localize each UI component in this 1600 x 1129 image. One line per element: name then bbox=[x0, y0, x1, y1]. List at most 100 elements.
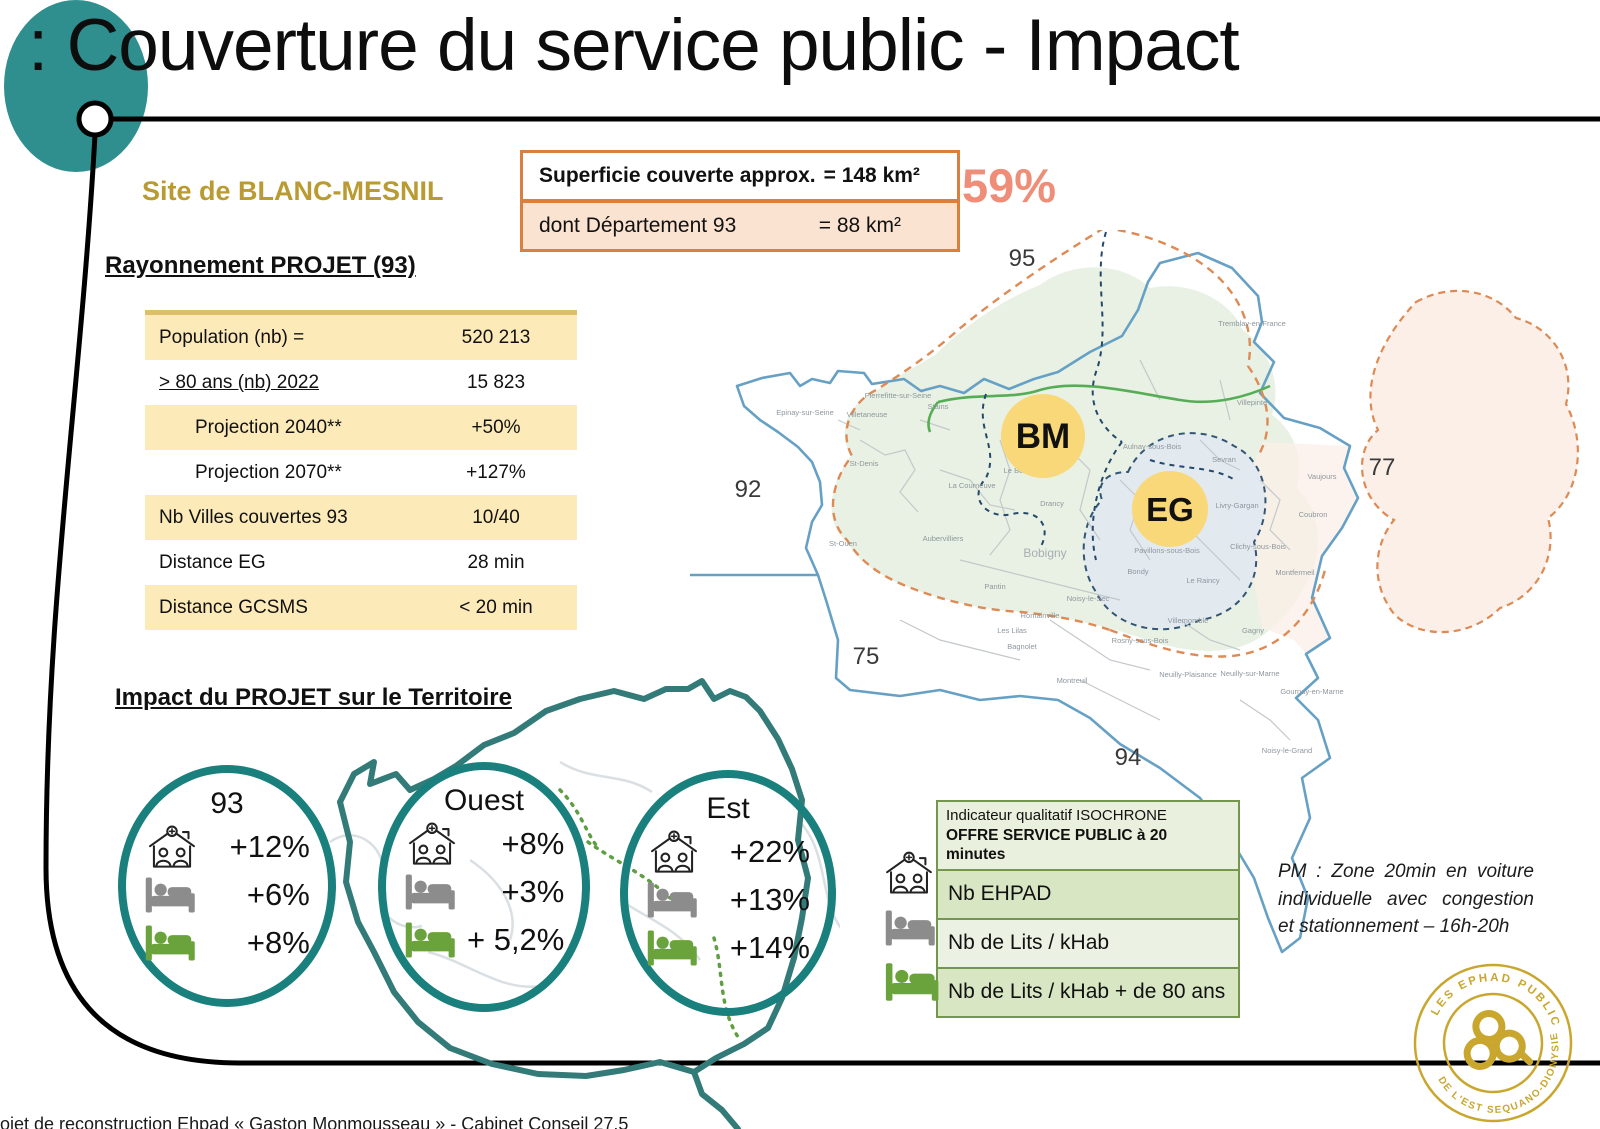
marker-bm-circle bbox=[1001, 394, 1085, 478]
dept-label-75: 75 bbox=[853, 643, 880, 670]
footer-caption: ojet de reconstruction Ehpad « Gaston Mo… bbox=[0, 1114, 629, 1129]
dept-label-95: 95 bbox=[1009, 245, 1036, 272]
teal-corner-ellipse bbox=[4, 0, 148, 172]
marker-eg-circle bbox=[1132, 471, 1208, 547]
impact-value-ehpad: +22% bbox=[729, 834, 810, 869]
row-value: < 20 min bbox=[459, 596, 533, 618]
bed-gray-icon bbox=[884, 908, 940, 948]
ehpad-icon bbox=[884, 850, 934, 896]
city-label: Aulnay-sous-Bois bbox=[1123, 442, 1182, 451]
city-label-bobigny: Bobigny bbox=[1023, 546, 1066, 560]
impact-value-lits80: +14% bbox=[729, 930, 810, 965]
city-label: Tremblay-en-France bbox=[1218, 319, 1286, 328]
dept-label-92: 92 bbox=[735, 476, 762, 503]
city-label: Drancy bbox=[1040, 499, 1064, 508]
table-row: Distance EG 28 min bbox=[145, 540, 577, 585]
bed-gray-icon bbox=[404, 870, 460, 914]
impact-row-lits: +13% bbox=[646, 876, 810, 924]
city-label: Montfermeil bbox=[1275, 568, 1315, 577]
ephad-logo-stamp: LES EPHAD PUBLICS DE L'EST SEQUANO-DIONY… bbox=[1413, 958, 1576, 1129]
city-label: Aubervilliers bbox=[923, 534, 964, 543]
impact-row-lits: +6% bbox=[144, 871, 310, 919]
bed-gray-icon bbox=[646, 878, 702, 922]
map-zone-east-pink bbox=[1242, 442, 1358, 654]
pm-note: PM : Zone 20min en voiture individuelle … bbox=[1278, 861, 1534, 938]
table-row: Projection 2040** +50% bbox=[145, 405, 577, 450]
city-label: Bondy bbox=[1127, 567, 1149, 576]
row-value: 28 min bbox=[467, 551, 525, 573]
logo-inner-ring bbox=[1442, 992, 1544, 1094]
impact-row-ehpad: +22% bbox=[646, 828, 810, 876]
bed-green-icon bbox=[884, 960, 944, 1004]
impact-circle-93: 93 +12% +6% +8% bbox=[118, 765, 336, 1007]
coverage-dept-value: = 88 km² bbox=[818, 214, 901, 237]
impact-value-lits: +13% bbox=[729, 882, 810, 917]
impact-circle-name: Est bbox=[706, 792, 750, 825]
coverage-percentage: 59% bbox=[962, 159, 1057, 212]
table-row: Population (nb) = 520 213 bbox=[145, 315, 577, 360]
bed-gray-icon bbox=[144, 873, 200, 917]
city-label: Coubron bbox=[1299, 510, 1328, 519]
city-label: Rosny-sous-Bois bbox=[1112, 636, 1169, 645]
coverage-total-value: = 148 km² bbox=[823, 164, 920, 187]
rayonnement-heading: Rayonnement PROJET (93) bbox=[105, 252, 416, 279]
city-labels: Epinay-sur-Seine Villetaneuse Pierrefitt… bbox=[776, 319, 1343, 755]
impact-row-ehpad: +8% bbox=[404, 820, 564, 868]
navy-dashed-lines bbox=[977, 231, 1236, 561]
city-label: Pavillons-sous-Bois bbox=[1134, 546, 1200, 555]
legend-header-line1: Indicateur qualitatif ISOCHRONE bbox=[946, 807, 1167, 824]
city-label: Les Lilas bbox=[997, 626, 1027, 635]
marker-bm-label: BM bbox=[1016, 417, 1070, 456]
city-label: St-Ouen bbox=[829, 539, 857, 548]
ehpad-icon bbox=[144, 825, 200, 869]
city-label: Villetaneuse bbox=[847, 410, 888, 419]
city-label: Neuilly-sur-Marne bbox=[1220, 669, 1279, 678]
bed-green-icon bbox=[404, 918, 460, 962]
legend-label: Nb de Lits / kHab + de 80 ans bbox=[948, 980, 1226, 1003]
table-row: > 80 ans (nb) 2022 15 823 bbox=[145, 360, 577, 405]
coverage-total-label: Superficie couverte approx. bbox=[539, 164, 816, 187]
city-label: Villepinte bbox=[1237, 398, 1267, 407]
legend-label: Nb EHPAD bbox=[948, 882, 1052, 905]
impact-value-lits: +6% bbox=[246, 877, 310, 912]
legend-row-ehpad: Nb EHPAD bbox=[938, 870, 1238, 920]
row-label: Projection 2070** bbox=[195, 461, 342, 483]
territory-map: Epinay-sur-Seine Villetaneuse Pierrefitt… bbox=[690, 230, 1579, 957]
city-label: Neuilly-Plaisance bbox=[1159, 670, 1217, 679]
ehpad-icon bbox=[404, 822, 460, 866]
legend-box: Indicateur qualitatif ISOCHRONE OFFRE SE… bbox=[936, 800, 1240, 1018]
impact-circle-ouest: Ouest +8% +3% + 5,2% bbox=[378, 762, 590, 1012]
frame-left-line bbox=[43, 134, 1600, 1066]
city-label: Pierrefitte-sur-Seine bbox=[865, 391, 932, 400]
impact-value-lits80: +8% bbox=[246, 925, 310, 960]
isochrone-orange-dashed bbox=[831, 230, 1328, 658]
impact-circle-name: Ouest bbox=[443, 784, 525, 817]
city-label: Clichy-sous-Bois bbox=[1230, 542, 1286, 551]
impact-row-lits80: + 5,2% bbox=[404, 916, 564, 964]
dept-label-77: 77 bbox=[1369, 454, 1396, 481]
coverage-row-dept: dont Département 93 = 88 km² bbox=[523, 203, 957, 249]
city-label: Gagny bbox=[1242, 626, 1264, 635]
row-value: +127% bbox=[466, 461, 526, 483]
row-value: 15 823 bbox=[466, 371, 526, 393]
coverage-box: Superficie couverte approx. = 148 km² do… bbox=[520, 150, 960, 252]
city-label: Stains bbox=[928, 402, 949, 411]
impact-row-ehpad: +12% bbox=[144, 823, 310, 871]
impact-circle-name: 93 bbox=[210, 787, 244, 820]
frame-node-circle bbox=[76, 100, 114, 138]
row-value: +50% bbox=[471, 416, 521, 438]
city-label: St-Denis bbox=[850, 459, 879, 468]
row-label: Population (nb) = bbox=[159, 326, 305, 348]
logo-outer-ring bbox=[1413, 963, 1573, 1123]
row-label: Nb Villes couvertes 93 bbox=[159, 506, 348, 528]
rayonnement-table: Population (nb) = 520 213 > 80 ans (nb) … bbox=[145, 310, 577, 630]
impact-row-lits: +3% bbox=[404, 868, 564, 916]
city-label: Bagnolet bbox=[1007, 642, 1038, 651]
legend-label: Nb de Lits / kHab bbox=[948, 931, 1110, 954]
city-label: Livry-Gargan bbox=[1215, 501, 1258, 510]
coverage-dept-label: dont Département 93 bbox=[539, 214, 737, 237]
table-row: Distance GCSMS < 20 min bbox=[145, 585, 577, 630]
legend-header: Indicateur qualitatif ISOCHRONE OFFRE SE… bbox=[938, 802, 1238, 871]
impact-row-lits80: +14% bbox=[646, 924, 810, 972]
